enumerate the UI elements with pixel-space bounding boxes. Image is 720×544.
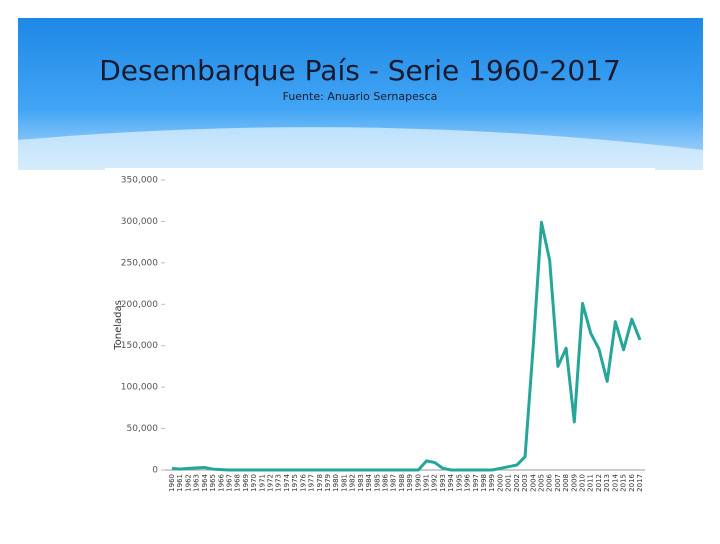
x-tick-label: 2014 [611, 473, 619, 491]
y-tick-label: 150,000 [121, 341, 158, 351]
header-wave [18, 127, 703, 170]
x-tick-label: 1967 [225, 474, 233, 492]
x-tick-label: 1988 [398, 474, 406, 492]
y-tick-label: 200,000 [121, 300, 158, 310]
x-tick-label: 1978 [316, 474, 324, 492]
x-tick-label: 1990 [414, 474, 422, 492]
x-tick-label: 2009 [570, 474, 578, 492]
x-tick-label: 1971 [258, 474, 266, 492]
x-tick-label: 1997 [472, 474, 480, 492]
x-tick-label: 1974 [283, 473, 291, 491]
plot-area [105, 168, 655, 495]
x-tick-label: 1983 [357, 474, 365, 492]
x-tick-label: 1981 [340, 474, 348, 492]
x-tick-label: 1960 [168, 474, 176, 492]
data-line [171, 220, 642, 472]
x-tick-label: 1966 [217, 473, 225, 491]
y-tick-label: 300,000 [121, 217, 158, 227]
x-tick-label: 1970 [250, 474, 258, 492]
x-tick-label: 1987 [390, 474, 398, 492]
x-tick-label: 2008 [562, 474, 570, 492]
x-tick-label: 1985 [373, 474, 381, 492]
x-tick-label: 1989 [406, 474, 414, 492]
x-tick-label: 2004 [529, 473, 537, 491]
x-tick-label: 2015 [620, 474, 628, 492]
x-tick-label: 2012 [595, 474, 603, 492]
y-tick-label: 350,000 [121, 176, 158, 186]
x-tick-label: 2005 [537, 474, 545, 492]
x-tick-label: 1999 [488, 474, 496, 492]
x-tick-label: 1998 [480, 474, 488, 492]
chart-title: Desembarque País - Serie 1960-2017 [99, 54, 621, 87]
y-axis-label: Toneladas [113, 300, 124, 351]
x-tick-label: 2010 [579, 474, 587, 492]
x-tick-label: 2001 [505, 474, 513, 492]
x-tick-label: 1965 [209, 474, 217, 492]
x-tick-label: 1980 [332, 474, 340, 492]
y-tick-label: 0 [152, 466, 158, 476]
x-tick-label: 1968 [234, 474, 242, 492]
x-tick-label: 1991 [423, 474, 431, 492]
x-tick-label: 1961 [176, 474, 184, 492]
x-tick-label: 2016 [628, 473, 636, 491]
x-tick-label: 1979 [324, 474, 332, 492]
x-tick-label: 1969 [242, 474, 250, 492]
x-tick-label: 1994 [447, 473, 455, 491]
x-tick-label: 2000 [496, 474, 504, 492]
x-tick-label: 1975 [291, 474, 299, 492]
x-tick-label: 1963 [193, 474, 201, 492]
x-tick-label: 1977 [308, 474, 316, 492]
x-tick-label: 1992 [431, 474, 439, 492]
x-tick-label: 2006 [546, 473, 554, 491]
x-tick-label: 2003 [521, 474, 529, 492]
x-tick-label: 1962 [184, 474, 192, 492]
chart-subtitle: Fuente: Anuario Sernapesca [283, 90, 438, 103]
x-tick-label: 1973 [275, 474, 283, 492]
x-tick-label: 2013 [603, 474, 611, 492]
x-tick-label: 2017 [636, 474, 644, 492]
x-tick-label: 1996 [464, 473, 472, 491]
x-tick-label: 1976 [299, 473, 307, 491]
x-tick-label: 2007 [554, 474, 562, 492]
x-tick-label: 2002 [513, 474, 521, 492]
y-tick-label: 50,000 [127, 424, 159, 434]
x-tick-label: 1984 [365, 473, 373, 491]
x-tick-label: 1964 [201, 473, 209, 491]
x-tick-label: 1982 [349, 474, 357, 492]
y-tick-label: 250,000 [121, 258, 158, 268]
x-tick-label: 1986 [381, 473, 389, 491]
x-tick-label: 1972 [267, 474, 275, 492]
x-tick-label: 1995 [455, 474, 463, 492]
x-tick-label: 2011 [587, 474, 595, 492]
x-tick-label: 1993 [439, 474, 447, 492]
y-tick-label: 100,000 [121, 383, 158, 393]
